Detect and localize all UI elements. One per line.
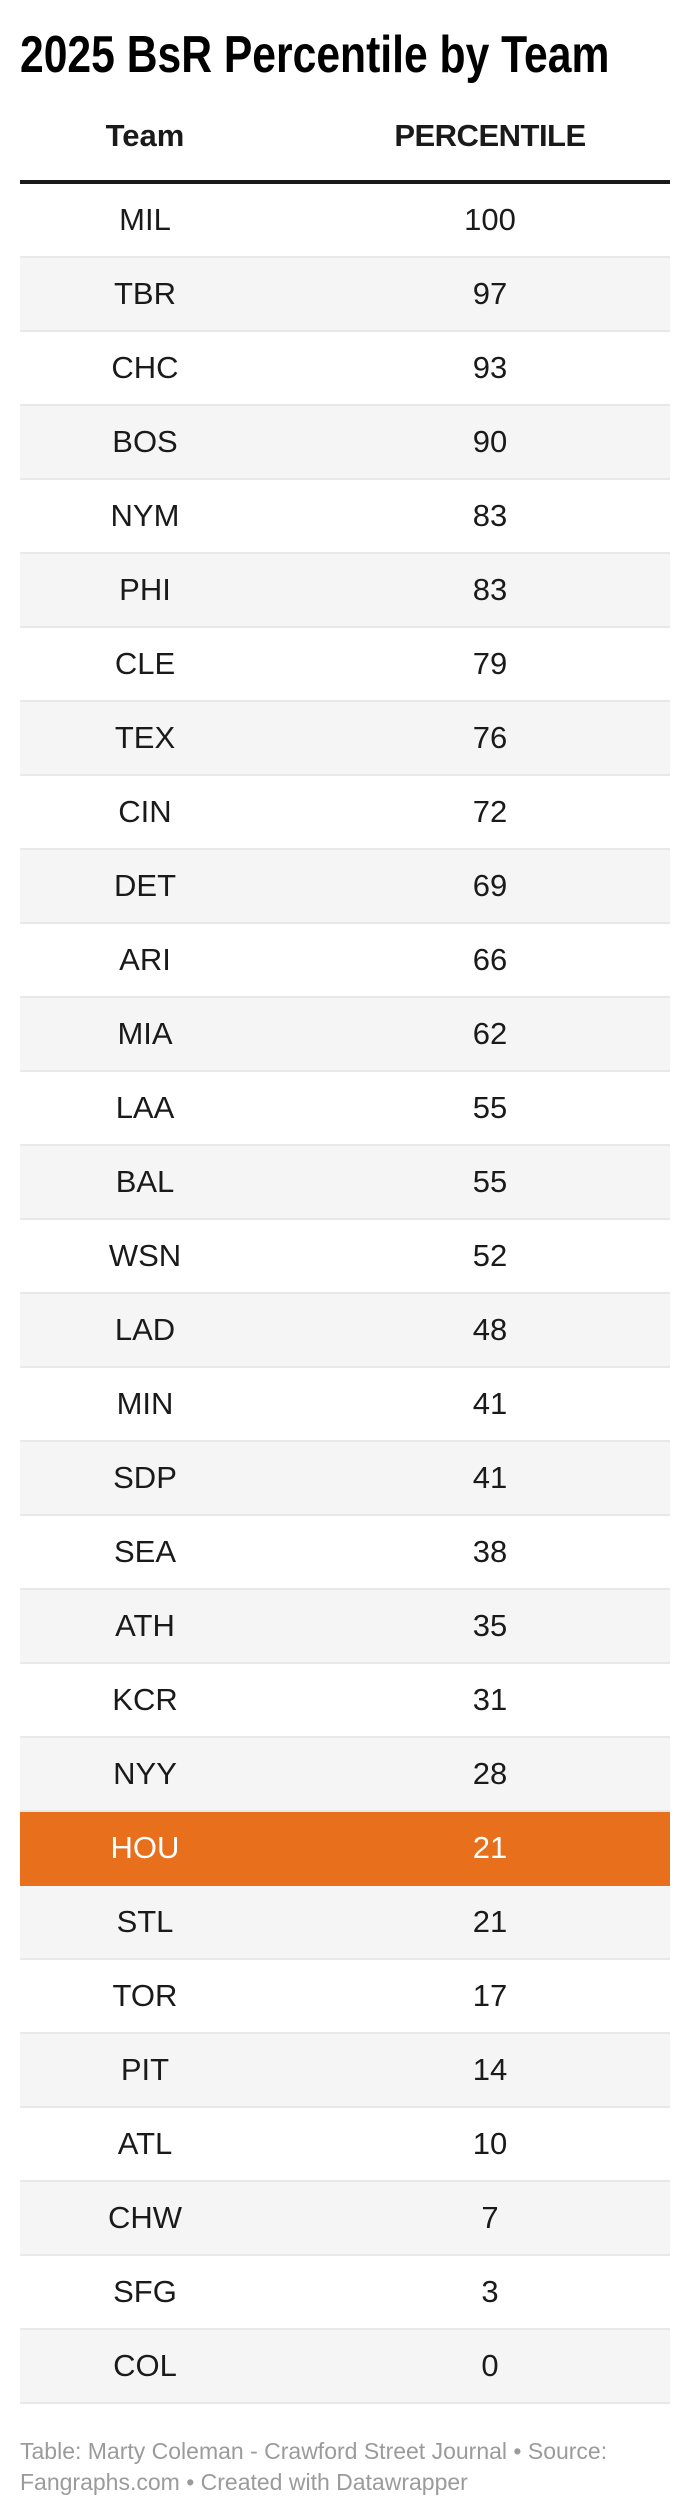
table-row: PHI 83 bbox=[20, 554, 670, 628]
team-cell: WSN bbox=[108, 1238, 182, 1273]
team-cell: COL bbox=[113, 2348, 177, 2383]
team-cell: NYY bbox=[113, 1756, 177, 1791]
team-cell: NYM bbox=[110, 498, 180, 533]
team-cell: LAD bbox=[114, 1312, 176, 1347]
table-row: MIA 62 bbox=[20, 998, 670, 1072]
table-row: CHW 7 bbox=[20, 2182, 670, 2256]
team-cell: KCR bbox=[112, 1682, 178, 1717]
percentile-cell: 97 bbox=[472, 276, 508, 311]
table-row: WSN 52 bbox=[20, 1220, 670, 1294]
percentile-cell: 93 bbox=[472, 350, 508, 385]
table-body: MIL 100 TBR 97 CHC 93 BOS 90 NYM 83 PHI … bbox=[20, 184, 670, 2404]
percentile-cell: 55 bbox=[472, 1090, 508, 1125]
team-cell: CHC bbox=[111, 350, 179, 385]
table-row: SDP 41 bbox=[20, 1442, 670, 1516]
column-header-team: Team bbox=[105, 118, 185, 153]
table-row: NYM 83 bbox=[20, 480, 670, 554]
percentile-cell: 7 bbox=[481, 2200, 499, 2235]
team-cell: TOR bbox=[112, 1978, 178, 2013]
team-cell: BAL bbox=[115, 1164, 175, 1199]
team-cell: DET bbox=[114, 868, 176, 903]
percentile-cell: 83 bbox=[472, 572, 508, 607]
percentile-cell: 62 bbox=[472, 1016, 508, 1051]
team-cell: TBR bbox=[114, 276, 176, 311]
team-cell: TEX bbox=[114, 720, 176, 755]
table-row: PIT 14 bbox=[20, 2034, 670, 2108]
team-cell: CLE bbox=[114, 646, 176, 681]
percentile-cell: 41 bbox=[472, 1386, 508, 1421]
table-row: TEX 76 bbox=[20, 702, 670, 776]
percentile-cell: 66 bbox=[472, 942, 508, 977]
team-cell: CIN bbox=[118, 794, 172, 829]
table-row: ATL 10 bbox=[20, 2108, 670, 2182]
table-row: KCR 31 bbox=[20, 1664, 670, 1738]
team-cell: MIA bbox=[117, 1016, 173, 1051]
team-cell: BOS bbox=[112, 424, 178, 459]
percentile-cell: 35 bbox=[472, 1608, 508, 1643]
percentile-cell: 31 bbox=[472, 1682, 508, 1717]
table-row: CHC 93 bbox=[20, 332, 670, 406]
table-row: BOS 90 bbox=[20, 406, 670, 480]
table-row: CLE 79 bbox=[20, 628, 670, 702]
table-row: SEA 38 bbox=[20, 1516, 670, 1590]
attribution: Table: Marty Coleman - Crawford Street J… bbox=[20, 2436, 670, 2498]
attribution-line-1: Table: Marty Coleman - Crawford Street J… bbox=[20, 2438, 608, 2464]
table-row: TBR 97 bbox=[20, 258, 670, 332]
team-cell: PHI bbox=[119, 572, 171, 607]
percentile-cell: 76 bbox=[472, 720, 508, 755]
table-row: TOR 17 bbox=[20, 1960, 670, 2034]
team-cell: MIN bbox=[116, 1386, 174, 1421]
column-header-percentile: PERCENTILE bbox=[394, 118, 586, 153]
attribution-line-2: Fangraphs.com • Created with Datawrapper bbox=[20, 2469, 468, 2495]
team-cell: CHW bbox=[107, 2200, 183, 2235]
table-row: DET 69 bbox=[20, 850, 670, 924]
percentile-cell: 41 bbox=[472, 1460, 508, 1495]
team-cell: SFG bbox=[113, 2274, 177, 2309]
percentile-cell: 21 bbox=[472, 1904, 508, 1939]
percentile-cell: 0 bbox=[481, 2348, 499, 2383]
table-row: HOU 21 bbox=[20, 1812, 670, 1886]
table-row: COL 0 bbox=[20, 2330, 670, 2404]
team-cell: PIT bbox=[120, 2052, 170, 2087]
table-header-row: Team PERCENTILE bbox=[20, 92, 670, 184]
table-row: BAL 55 bbox=[20, 1146, 670, 1220]
percentile-cell: 83 bbox=[472, 498, 508, 533]
percentile-cell: 28 bbox=[472, 1756, 508, 1791]
percentile-cell: 48 bbox=[472, 1312, 508, 1347]
table-row: ARI 66 bbox=[20, 924, 670, 998]
percentile-cell: 38 bbox=[472, 1534, 508, 1569]
team-cell: ARI bbox=[119, 942, 171, 977]
team-cell: LAA bbox=[115, 1090, 175, 1125]
table-row: LAA 55 bbox=[20, 1072, 670, 1146]
percentile-cell: 100 bbox=[464, 202, 516, 237]
table-row: MIL 100 bbox=[20, 184, 670, 258]
team-cell: HOU bbox=[110, 1830, 180, 1865]
table-row: STL 21 bbox=[20, 1886, 670, 1960]
table-row: NYY 28 bbox=[20, 1738, 670, 1812]
percentile-cell: 17 bbox=[472, 1978, 508, 2013]
percentile-cell: 79 bbox=[472, 646, 508, 681]
table-row: SFG 3 bbox=[20, 2256, 670, 2330]
chart-title: 2025 BsR Percentile by Team bbox=[20, 26, 610, 84]
team-cell: MIL bbox=[119, 202, 171, 237]
percentile-cell: 52 bbox=[472, 1238, 508, 1273]
percentile-cell: 3 bbox=[481, 2274, 499, 2309]
percentile-cell: 14 bbox=[472, 2052, 508, 2087]
team-cell: ATL bbox=[117, 2126, 173, 2161]
percentile-cell: 10 bbox=[472, 2126, 508, 2161]
table-row: CIN 72 bbox=[20, 776, 670, 850]
percentile-cell: 69 bbox=[472, 868, 508, 903]
team-cell: SDP bbox=[113, 1460, 177, 1495]
table-row: ATH 35 bbox=[20, 1590, 670, 1664]
table-row: LAD 48 bbox=[20, 1294, 670, 1368]
team-cell: ATH bbox=[115, 1608, 175, 1643]
percentile-cell: 72 bbox=[472, 794, 508, 829]
table-row: MIN 41 bbox=[20, 1368, 670, 1442]
percentile-cell: 90 bbox=[472, 424, 508, 459]
percentile-cell: 21 bbox=[472, 1830, 508, 1865]
team-cell: SEA bbox=[113, 1534, 177, 1569]
team-cell: STL bbox=[116, 1904, 174, 1939]
percentile-cell: 55 bbox=[472, 1164, 508, 1199]
